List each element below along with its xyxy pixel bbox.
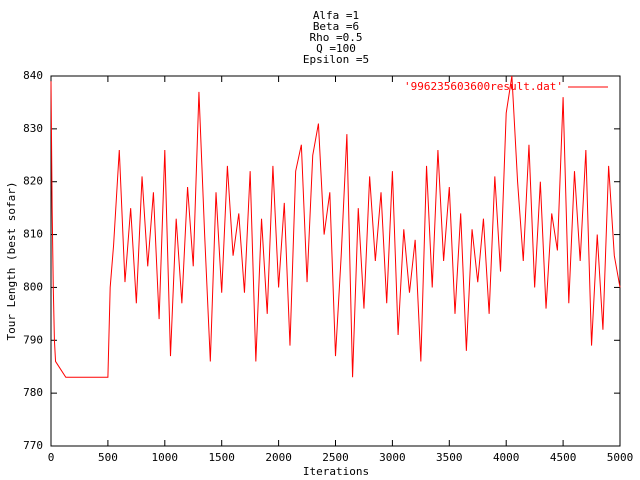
legend-label: '996235603600result.dat' [404,80,563,93]
x-tick-label: 0 [48,451,55,464]
y-tick-label: 770 [23,439,43,452]
y-tick-label: 820 [23,175,43,188]
chart-title: Beta =6 [313,20,359,33]
x-tick-label: 2500 [322,451,349,464]
y-tick-label: 800 [23,280,43,293]
x-axis-label: Iterations [303,465,369,478]
y-tick-label: 780 [23,386,43,399]
y-tick-label: 790 [23,333,43,346]
y-tick-label: 830 [23,122,43,135]
x-tick-label: 3000 [379,451,406,464]
y-tick-label: 840 [23,69,43,82]
chart-title: Rho =0.5 [310,31,363,44]
plot-border [50,75,621,447]
x-tick-label: 500 [98,451,118,464]
y-axis-label: Tour Length (best sofar) [5,182,18,341]
x-tick-label: 2000 [265,451,292,464]
x-tick-label: 3500 [436,451,463,464]
data-line [50,75,621,378]
x-tick-label: 1500 [208,451,235,464]
x-tick-label: 5000 [607,451,634,464]
x-tick-label: 1000 [152,451,179,464]
y-tick-label: 810 [23,228,43,241]
chart-title: Alfa =1 [313,9,359,22]
chart-title: Q =100 [316,42,356,55]
chart-title: Epsilon =5 [303,53,369,66]
x-tick-label: 4500 [550,451,577,464]
x-tick-label: 4000 [493,451,520,464]
